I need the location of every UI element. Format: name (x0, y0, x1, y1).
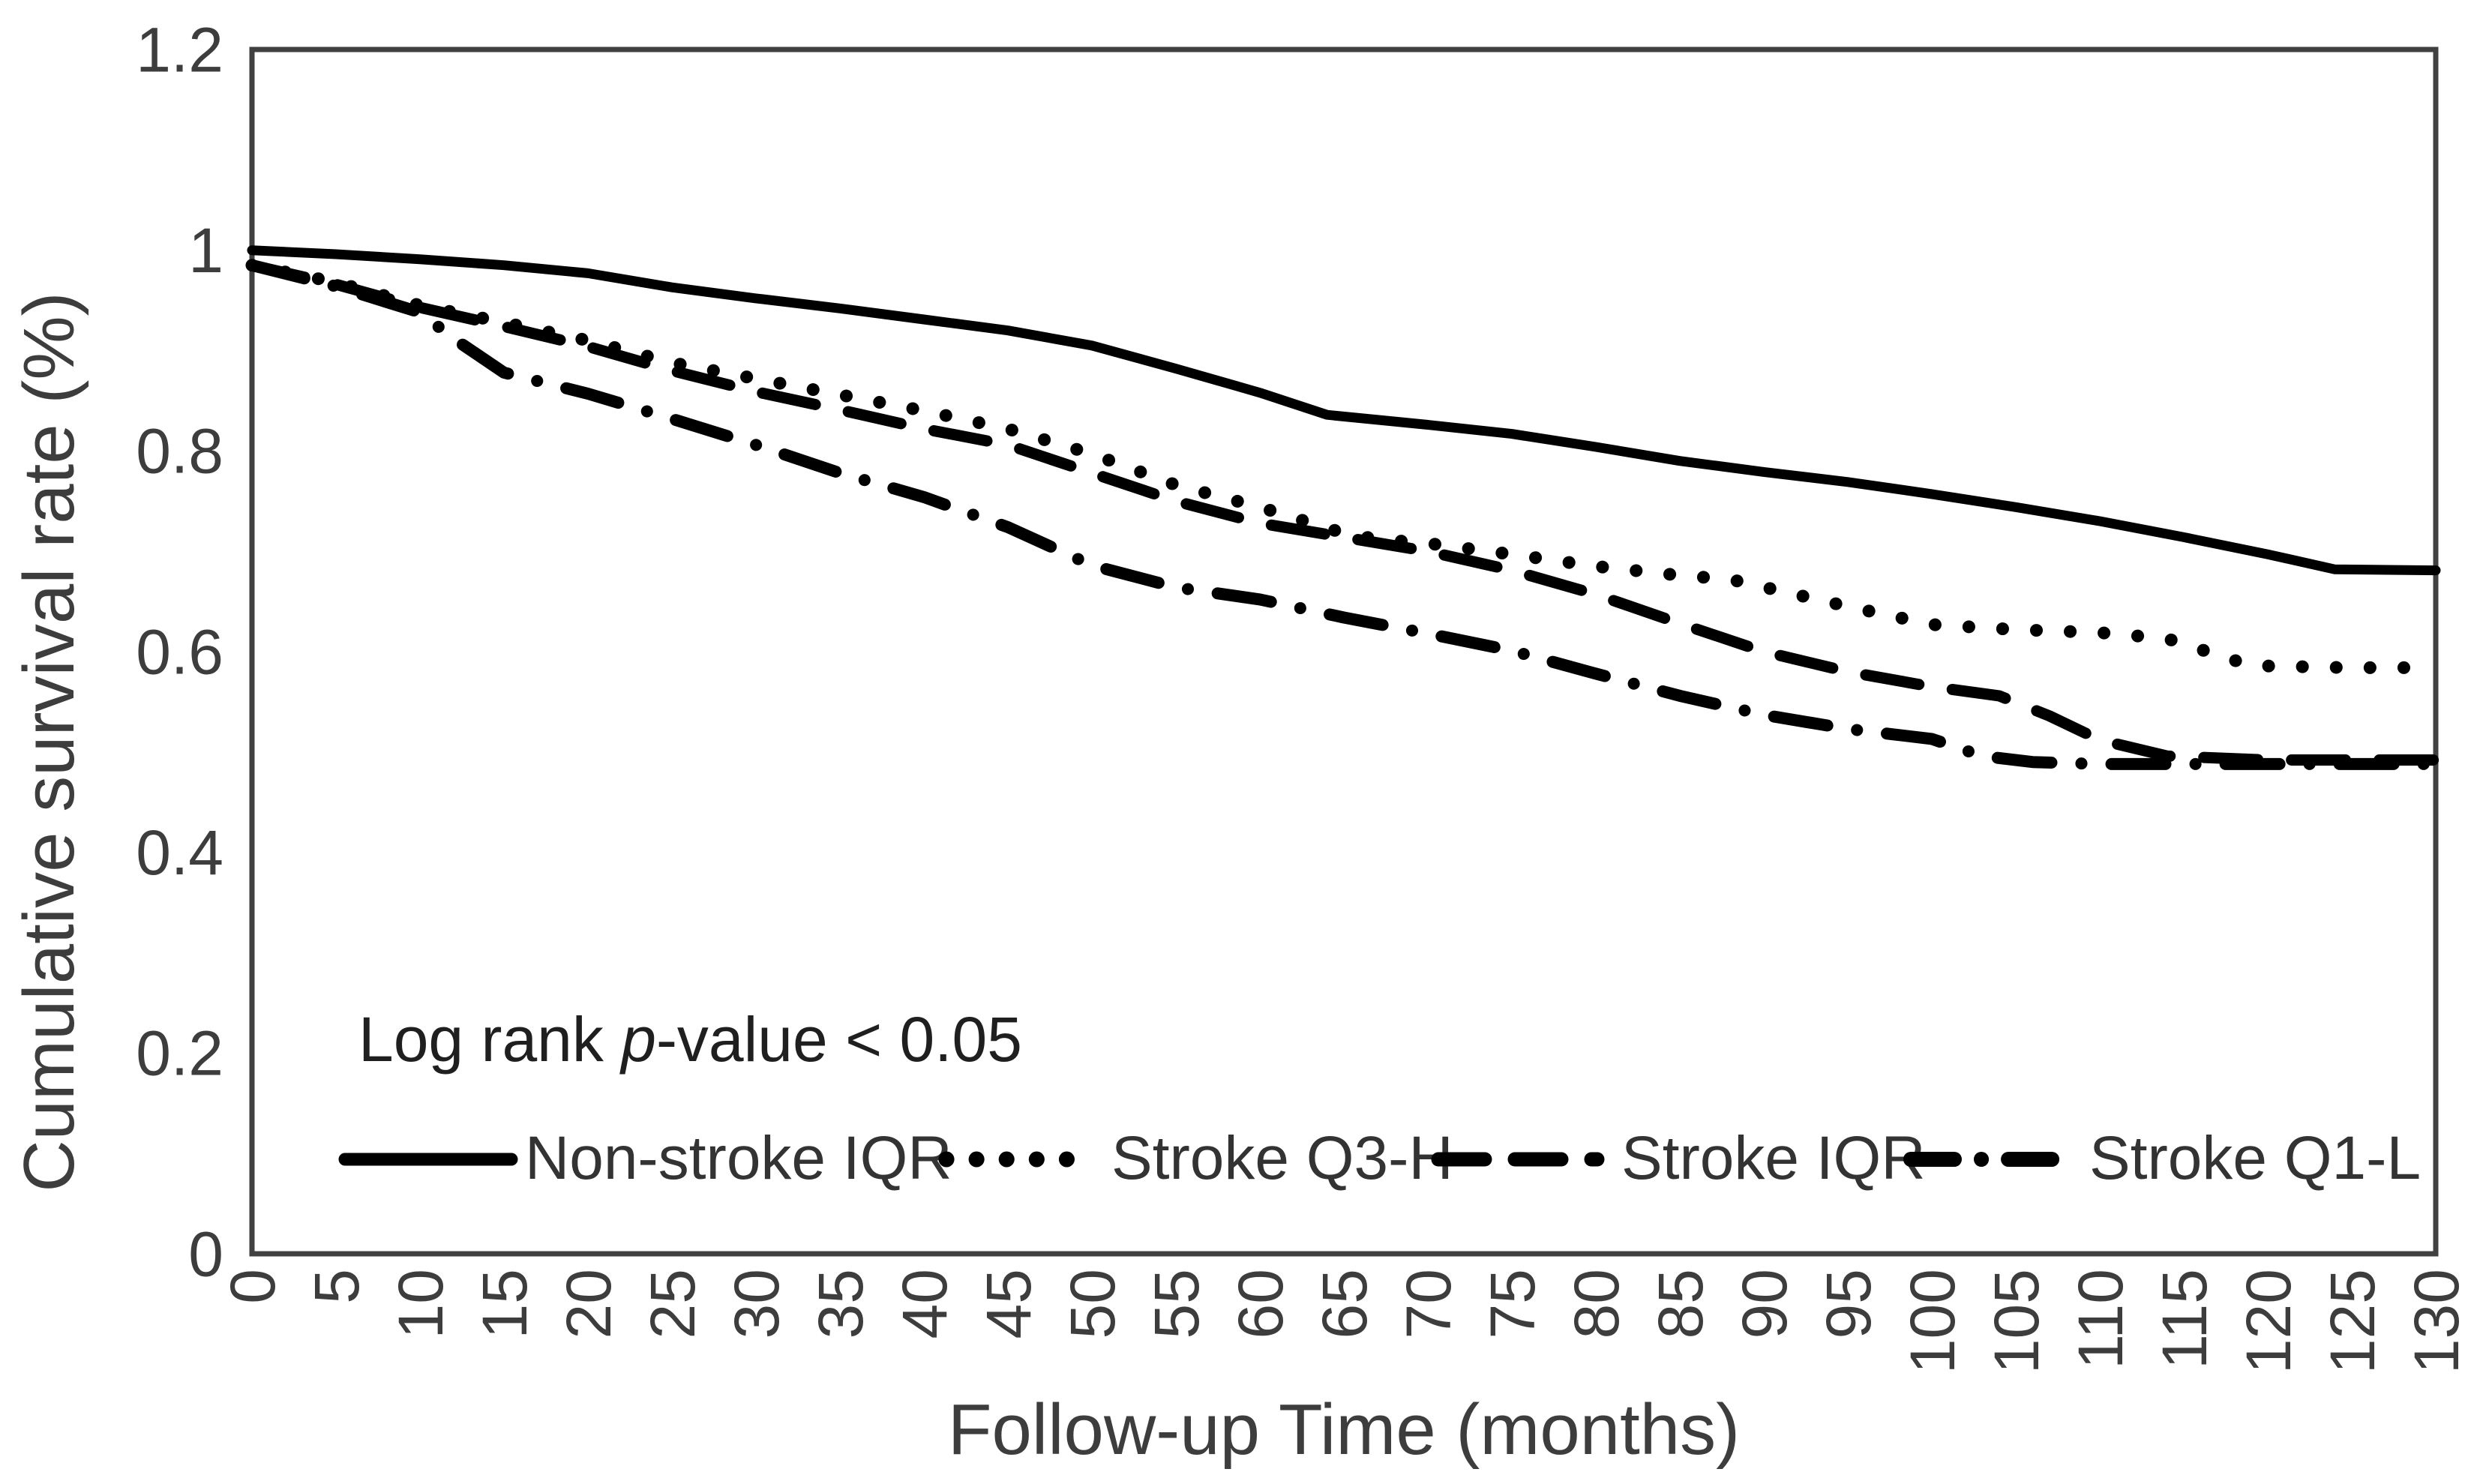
x-tick-label: 115 (2149, 1269, 2220, 1369)
x-tick-label: 15 (469, 1269, 540, 1339)
x-tick-label: 0 (217, 1269, 288, 1304)
annotation-pvalue: p (621, 1004, 656, 1075)
series-line-solid (247, 245, 2441, 576)
y-tick-label: 0.6 (136, 616, 223, 687)
x-tick-label: 100 (1897, 1269, 1968, 1374)
x-tick-label: 45 (973, 1269, 1044, 1339)
x-tick-label: 65 (1309, 1269, 1380, 1339)
x-tick-label: 35 (805, 1269, 876, 1339)
x-tick-label: 90 (1729, 1269, 1800, 1339)
series-line-dashed (246, 259, 2442, 766)
x-tick-label: 50 (1057, 1269, 1128, 1339)
x-axis-title: Follow-up Time (months) (947, 1390, 1741, 1470)
legend-label: Stroke IQR (1621, 1124, 1926, 1192)
x-tick-label: 30 (721, 1269, 792, 1339)
y-axis-title: Cumulative survival rate (%) (9, 292, 89, 1192)
x-tick-label: 105 (1981, 1269, 2052, 1374)
x-tick-label: 40 (889, 1269, 960, 1339)
legend-label: Stroke Q3-H (1111, 1124, 1453, 1192)
y-tick-label: 0.2 (136, 1018, 223, 1089)
series-line-dotted (245, 259, 2443, 674)
y-tick-label: 0.4 (136, 817, 223, 888)
annotation-suffix: -value < 0.05 (655, 1004, 1022, 1075)
log-rank-annotation: Log rank p-value < 0.05 (358, 1003, 1022, 1076)
plot-frame (249, 46, 2439, 1257)
x-tick-label: 20 (553, 1269, 624, 1339)
x-tick-label: 5 (301, 1269, 372, 1304)
x-tick-label: 95 (1813, 1269, 1884, 1339)
y-tick-label: 0 (188, 1219, 223, 1289)
x-tick-label: 75 (1477, 1269, 1548, 1339)
x-tick-label: 120 (2233, 1269, 2304, 1374)
x-tick-label: 55 (1141, 1269, 1212, 1339)
annotation-prefix: Log rank (358, 1004, 622, 1075)
x-tick-label: 110 (2065, 1269, 2136, 1369)
x-tick-label: 60 (1225, 1269, 1296, 1339)
y-tick-label: 1.2 (136, 14, 223, 85)
x-tick-label: 25 (637, 1269, 708, 1339)
legend-label: Stroke Q1-L (2089, 1124, 2421, 1192)
x-tick-label: 10 (385, 1269, 456, 1339)
x-tick-label: 125 (2317, 1269, 2388, 1374)
x-tick-label: 80 (1561, 1269, 1632, 1339)
y-tick-label: 1 (188, 215, 223, 286)
x-tick-label: 85 (1645, 1269, 1716, 1339)
x-tick-label: 130 (2401, 1269, 2472, 1374)
x-tick-label: 70 (1393, 1269, 1464, 1339)
series-line-dashdot (246, 259, 2442, 770)
y-tick-label: 0.8 (136, 416, 223, 487)
legend-label: Non-stroke IQR (525, 1124, 952, 1192)
